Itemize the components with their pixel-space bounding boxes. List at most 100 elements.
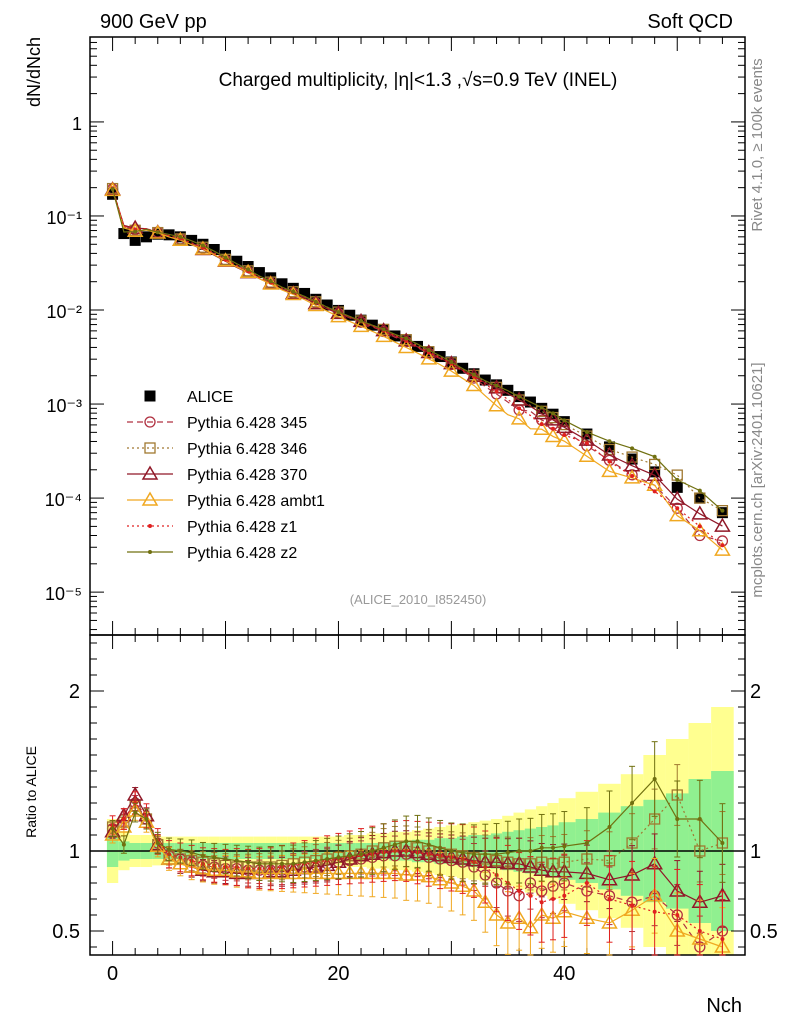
data-point-alice <box>129 234 141 246</box>
data-point-alice <box>299 287 311 299</box>
series-6-ratio-point <box>392 842 397 847</box>
series-4-point <box>488 397 505 412</box>
series-3-point <box>578 431 596 446</box>
series-5-point <box>630 474 635 479</box>
series-5-point <box>652 489 657 494</box>
series-6-ratio-point <box>178 849 183 853</box>
series-6-ratio-point <box>268 861 273 866</box>
series-6-point <box>381 327 386 332</box>
series-4-point <box>126 222 144 238</box>
series-6-ratio-point <box>630 801 635 805</box>
ratio-y-tick-label-right: 1 <box>750 841 761 863</box>
series-4-point <box>465 377 483 392</box>
legend-marker <box>144 390 156 402</box>
series-6-point <box>539 405 544 410</box>
x-tick-label: 40 <box>553 963 575 985</box>
series-5-ratio-point <box>607 897 612 901</box>
series-6-ratio-point <box>110 826 115 831</box>
series-5-point <box>584 441 589 446</box>
series-6-point <box>584 430 589 435</box>
analysis-id: (ALICE_2010_I852450) <box>350 592 487 607</box>
series-3-point <box>510 391 528 406</box>
series-3-point <box>544 411 562 426</box>
rivet-label: Rivet 4.1.0, ≥ 100k events <box>749 58 766 231</box>
series-6-ratio-point <box>562 844 567 849</box>
series-4-ratio-point <box>476 893 494 908</box>
chart-title: Charged multiplicity, |η|<1.3 ,√s=0.9 Te… <box>219 70 618 91</box>
series-6-point <box>336 310 341 315</box>
header-left: 900 GeV pp <box>100 11 207 33</box>
y-tick-label: 10⁻⁴ <box>45 490 82 510</box>
series-4-point <box>104 181 121 197</box>
main-panel-series <box>104 181 731 556</box>
series-5-point <box>720 543 725 548</box>
series-4-point <box>510 410 528 425</box>
series-6-ratio-point <box>359 852 364 857</box>
series-5-point <box>494 389 499 394</box>
series-4-point <box>578 447 596 463</box>
series-3-point <box>307 295 325 310</box>
legend-label: ALICE <box>187 389 233 406</box>
ratio-y-tick-label: 2 <box>69 681 80 703</box>
series-5-point <box>697 524 702 529</box>
series-6-ratio-point <box>584 841 589 845</box>
legend-marker <box>144 442 156 454</box>
series-6-ratio-point <box>325 857 330 861</box>
series-2-ratio-line <box>112 793 723 868</box>
legend-label: Pythia 6.428 345 <box>187 415 307 432</box>
series-6-ratio-point <box>291 861 296 866</box>
data-point-alice <box>344 309 356 321</box>
series-6-point <box>551 411 556 416</box>
series-6-ratio-point <box>517 849 522 853</box>
data-point-alice <box>479 374 491 386</box>
ratio-y-tick-label: 1 <box>69 841 80 863</box>
series-5-point <box>607 459 612 464</box>
data-point-alice <box>208 243 220 255</box>
series-2-point <box>694 492 706 504</box>
series-6-ratio-point <box>675 817 680 821</box>
series-5-ratio-point <box>121 817 126 821</box>
data-point-alice <box>140 231 152 243</box>
series-6-ratio-point <box>494 852 499 857</box>
legend-label: Pythia 6.428 ambt1 <box>187 493 325 510</box>
series-3-point <box>556 418 573 434</box>
series-5-ratio-point <box>517 889 522 893</box>
series-6-point <box>562 418 567 423</box>
series-6-ratio-point <box>200 853 205 858</box>
data-point-alice <box>231 255 243 267</box>
series-6-ratio-point <box>336 855 341 860</box>
series-4-point <box>375 327 392 343</box>
series-6-ratio-point <box>471 852 476 857</box>
series-4-point <box>556 432 573 447</box>
series-6-point <box>110 186 115 191</box>
series-5-ratio-point <box>652 909 657 914</box>
series-4-ratio-point <box>115 818 133 833</box>
series-4-ratio-point <box>488 906 505 921</box>
ratio-y-tick-label: 0.5 <box>52 921 80 943</box>
series-6-point <box>291 289 296 294</box>
header-right: Soft QCD <box>647 11 733 33</box>
legend-label: Pythia 6.428 z2 <box>187 545 297 562</box>
series-6-point <box>471 372 476 377</box>
series-4-point <box>194 240 212 255</box>
series-4-point <box>601 462 618 478</box>
ratio-y-tick-label-right: 2 <box>750 681 761 703</box>
series-5-point <box>675 506 680 511</box>
data-point-alice <box>321 299 333 311</box>
data-point-alice <box>671 481 683 493</box>
series-4-point <box>668 507 686 522</box>
series-6-ratio-point <box>370 849 375 853</box>
series-5-ratio-point <box>551 897 556 901</box>
legend-label: Pythia 6.428 370 <box>187 467 307 484</box>
series-6-point <box>246 267 251 272</box>
series-6-ratio-point <box>279 861 284 866</box>
legend-marker <box>148 550 152 554</box>
series-6-point <box>178 234 183 239</box>
series-6-ratio-point <box>234 858 239 863</box>
series-6-ratio-point <box>246 860 251 865</box>
series-6-point <box>607 439 612 444</box>
series-4-point <box>714 541 731 556</box>
series-6-ratio-point <box>313 858 318 863</box>
series-6-point <box>697 488 702 493</box>
